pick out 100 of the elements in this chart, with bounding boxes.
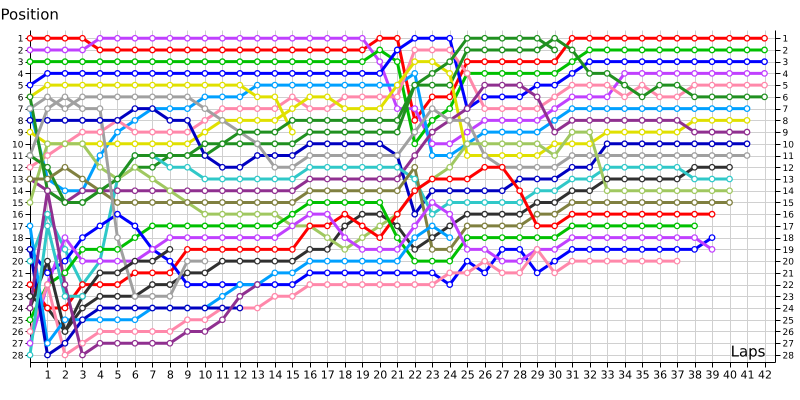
y-tick-label: 17: [12, 222, 24, 232]
y2-tick-label: 1: [782, 34, 788, 45]
x-tick-label: 5: [114, 368, 122, 382]
y-tick-label: 8: [18, 116, 24, 127]
x-tick-label: 42: [758, 368, 772, 382]
y2-tick-label: 28: [782, 351, 794, 362]
x-tick-label: 2: [62, 368, 69, 382]
x-tick-label: 19: [356, 368, 370, 382]
x-tick-label: 6: [132, 368, 139, 382]
y2-tick-label: 5: [782, 82, 788, 92]
y2-tick-label: 22: [782, 281, 794, 292]
y-tick-label: 6: [18, 93, 24, 104]
x-tick-label: 7: [149, 368, 156, 382]
x-tick-label: 4: [96, 368, 104, 382]
y-tick-label: 9: [18, 128, 24, 139]
y2-tick-label: 6: [782, 93, 788, 104]
y2-tick-label: 27: [782, 340, 794, 350]
x-tick-label: 13: [250, 368, 265, 382]
y-tick-label: 1: [18, 34, 24, 45]
y2-tick-label: 14: [782, 187, 794, 198]
y-tick-label: 7: [18, 105, 24, 116]
y2-tick-label: 18: [782, 234, 794, 244]
y-tick-label: 10: [12, 140, 24, 150]
y-tick-label: 3: [18, 58, 24, 68]
y2-tick-label: 2: [782, 46, 788, 56]
y-tick-label: 28: [12, 351, 24, 362]
y2-tick-label: 21: [782, 269, 794, 280]
y-tick-label: 14: [12, 187, 24, 198]
x-tick-label: 18: [338, 368, 352, 382]
y-tick-label: 24: [12, 304, 24, 315]
x-tick-label: 38: [688, 368, 702, 382]
y-tick-label: 23: [12, 292, 24, 303]
x-tick-label: 23: [426, 368, 440, 382]
x-tick-label: 25: [460, 368, 475, 382]
y-tick-label: 26: [12, 328, 24, 338]
y-tick-label: 25: [12, 316, 24, 326]
y-tick-label: 20: [12, 258, 24, 268]
y2-tick-label: 3: [782, 58, 788, 68]
x-tick-label: 21: [390, 368, 405, 382]
y2-tick-label: 19: [782, 246, 794, 256]
y2-tick-label: 16: [782, 210, 794, 221]
y-tick-label: 21: [12, 269, 24, 280]
y2-tick-label: 12: [782, 164, 794, 174]
x-tick-label: 20: [373, 368, 388, 382]
x-tick-label: 41: [740, 368, 755, 382]
x-tick-label: 35: [636, 368, 650, 382]
y-tick-label: 12: [12, 164, 24, 174]
x-tick-label: 11: [216, 368, 230, 382]
x-tick-label: 31: [566, 368, 580, 382]
x-tick-label: 39: [706, 368, 720, 382]
y-tick-label: 13: [12, 175, 24, 186]
y-tick-label: 4: [18, 70, 24, 80]
x-tick-label: 1: [44, 368, 52, 382]
x-tick-label: 28: [513, 368, 528, 382]
x-tick-label: 29: [530, 368, 545, 382]
y2-tick-label: 17: [782, 222, 794, 232]
y2-tick-label: 7: [782, 105, 788, 116]
y-tick-label: 11: [12, 152, 24, 162]
y-tick-label: 18: [12, 234, 24, 244]
x-tick-label: 30: [548, 368, 562, 382]
y2-tick-label: 4: [782, 70, 788, 80]
x-tick-label: 9: [184, 368, 192, 382]
x-tick-label: 36: [653, 368, 668, 382]
y-tick-label: 2: [18, 46, 24, 56]
x-tick-label: 24: [443, 368, 458, 382]
y2-tick-label: 13: [782, 175, 794, 186]
y-tick-label: 22: [12, 281, 24, 292]
x-tick-label: 32: [583, 368, 598, 382]
x-axis-title: Laps: [730, 342, 766, 360]
y-axis-title: Position: [0, 6, 59, 24]
x-tick-label: 33: [600, 368, 615, 382]
y-tick-label: 27: [12, 340, 24, 350]
x-tick-label: 22: [408, 368, 422, 382]
x-tick-label: 8: [166, 368, 174, 382]
x-tick-label: 37: [670, 368, 685, 382]
y-tick-label: 15: [12, 198, 24, 209]
x-tick-label: 17: [320, 368, 335, 382]
x-tick-label: 15: [286, 368, 300, 382]
y2-tick-label: 9: [782, 128, 788, 139]
x-tick-label: 3: [79, 368, 86, 382]
x-tick-label: 40: [723, 368, 738, 382]
y2-tick-label: 15: [782, 198, 794, 209]
y2-tick-label: 24: [782, 304, 794, 315]
y2-tick-label: 26: [782, 328, 794, 338]
y-tick-label: 5: [18, 82, 24, 92]
y-tick-label: 16: [12, 210, 24, 221]
y2-tick-label: 23: [782, 292, 794, 303]
y2-tick-label: 8: [782, 116, 788, 127]
y2-tick-label: 10: [782, 140, 794, 150]
x-tick-label: 27: [496, 368, 510, 382]
x-tick-label: 10: [198, 368, 212, 382]
y-tick-label: 19: [12, 246, 24, 256]
y2-tick-label: 20: [782, 258, 794, 268]
x-tick-label: 12: [233, 368, 248, 382]
x-tick-label: 16: [303, 368, 318, 382]
x-tick-label: 14: [268, 368, 282, 382]
y2-tick-label: 11: [782, 152, 794, 162]
x-tick-label: 26: [478, 368, 492, 382]
y2-tick-label: 25: [782, 316, 794, 326]
x-tick-label: 34: [618, 368, 632, 382]
